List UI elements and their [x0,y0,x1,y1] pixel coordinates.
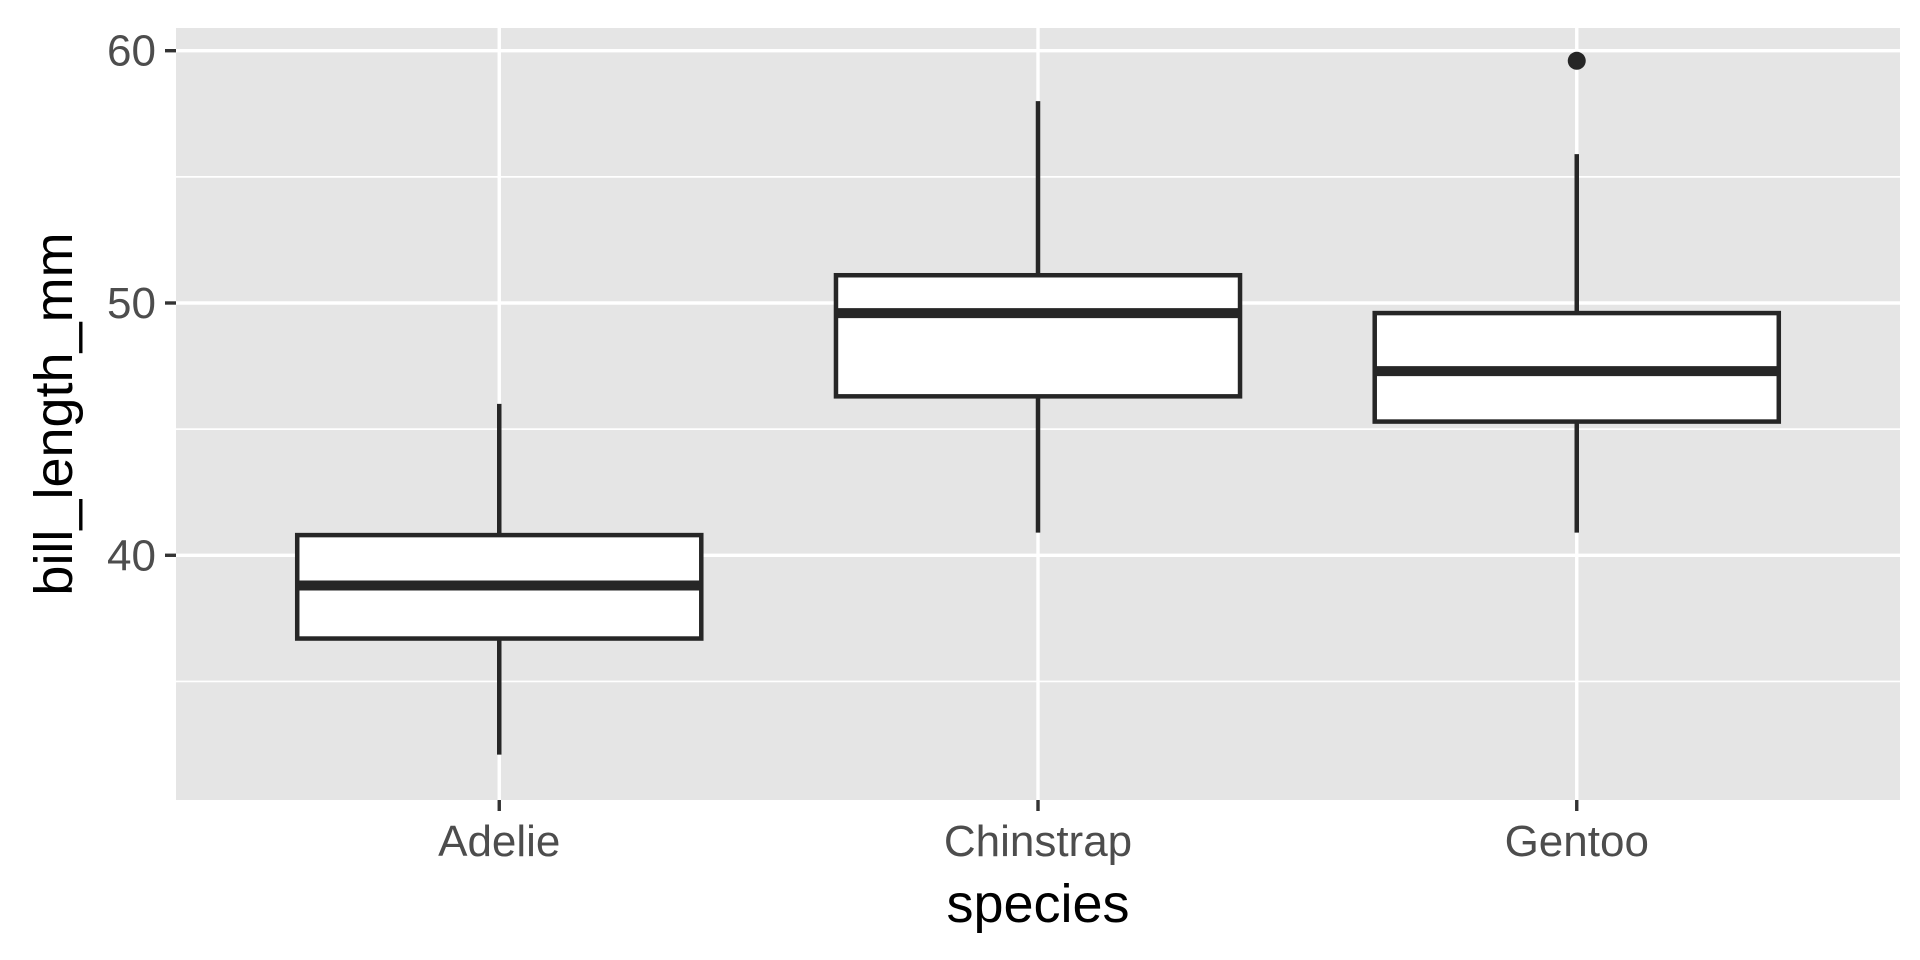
box-gentoo [1372,51,1782,533]
axes: 40 50 60 Adelie Chinstrap Gentoo [107,27,1649,866]
x-tick-label: Chinstrap [944,817,1132,866]
x-tick-label: Gentoo [1505,817,1649,866]
boxes [294,51,1782,755]
y-tick-label: 40 [107,531,156,580]
y-tick-label: 60 [107,27,156,76]
y-axis-title: bill_length_mm [24,232,84,595]
x-tick-label: Adelie [438,817,560,866]
iqr-box [833,272,1243,399]
x-axis-title: species [946,874,1129,934]
y-tick-label: 50 [107,279,156,328]
box-chinstrap [833,101,1243,533]
outlier-point [1567,51,1586,70]
box-adelie [294,403,704,755]
